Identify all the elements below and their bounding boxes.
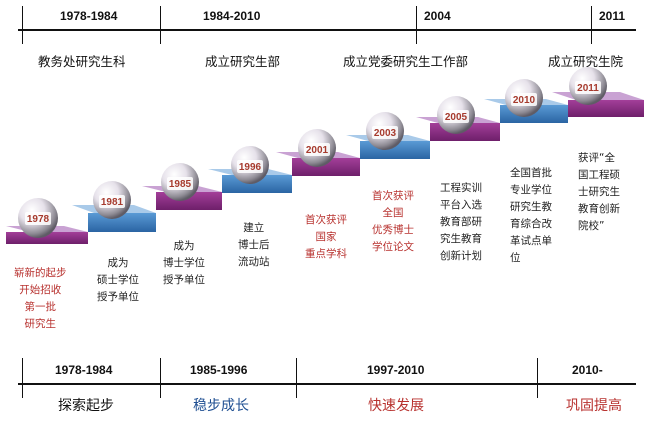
top-period-2011: 2011 — [599, 9, 626, 23]
year-label-2010: 2010 — [513, 95, 536, 106]
year-label-1981: 1981 — [101, 197, 124, 208]
year-sphere-2011: 2011 — [569, 67, 607, 105]
top-divider-1 — [22, 6, 23, 44]
bottom-period-1997-2010: 1997-2010 — [367, 363, 425, 377]
bottom-period-1985-1996: 1985-1996 — [190, 363, 248, 377]
top-period-1978-1984: 1978-1984 — [60, 9, 118, 23]
bottom-divider-4 — [537, 358, 538, 398]
top-period-1984-2010: 1984-2010 — [203, 9, 261, 23]
event-description-2003: 首次获评 全国 优秀博士 学位论文 — [372, 190, 414, 253]
top-divider-4 — [591, 6, 592, 44]
bottom-period-1978-1984: 1978-1984 — [55, 363, 113, 377]
year-label-1978: 1978 — [27, 214, 50, 225]
top-timeline-line — [18, 29, 636, 31]
year-sphere-1978: 1978 — [18, 198, 58, 238]
event-description-1981: 成为 硕士学位 授予单位 — [97, 257, 139, 303]
event-description-2005: 工程实训 平台入选 教育部研 究生教育 创新计划 — [440, 182, 482, 262]
event-description-2011: 获评“全 国工程硕 士研究生 教育创新 院校” — [578, 152, 620, 232]
phase-consolidation: 巩固提高 — [566, 398, 622, 414]
top-period-2004: 2004 — [424, 9, 451, 23]
year-sphere-1996: 1996 — [231, 146, 269, 184]
year-label-2011: 2011 — [577, 83, 599, 94]
event-description-1978: 崭新的起步 开始招收 第一批 研究生 — [14, 267, 67, 330]
milestone-party-committee: 成立党委研究生工作部 — [343, 54, 469, 69]
bottom-period-2010: 2010- — [572, 363, 603, 377]
phase-rapid-development: 快速发展 — [368, 398, 424, 414]
year-label-2005: 2005 — [445, 112, 468, 123]
year-sphere-1981: 1981 — [93, 181, 131, 219]
top-divider-2 — [160, 6, 161, 44]
year-label-1985: 1985 — [169, 179, 192, 190]
year-sphere-2010: 2010 — [505, 79, 543, 117]
bottom-divider-2 — [160, 358, 161, 398]
year-label-2003: 2003 — [374, 128, 397, 139]
year-sphere-2003: 2003 — [366, 112, 404, 150]
bottom-timeline-line — [18, 383, 636, 385]
milestone-graduate-department: 成立研究生部 — [205, 54, 281, 69]
bottom-divider-1 — [22, 358, 23, 398]
event-description-2010: 全国首批 专业学位 研究生教 育综合改 革试点单 位 — [510, 167, 552, 264]
year-label-2001: 2001 — [306, 145, 329, 156]
event-description-1996: 建立 博士后 流动站 — [238, 222, 270, 268]
top-divider-3 — [416, 6, 417, 44]
event-description-1985: 成为 博士学位 授予单位 — [163, 240, 205, 286]
phase-exploration: 探索起步 — [58, 398, 114, 414]
year-sphere-2001: 2001 — [298, 129, 336, 167]
bottom-divider-3 — [296, 358, 297, 398]
step-2 — [72, 205, 156, 232]
milestone-graduate-section: 教务处研究生科 — [38, 54, 126, 69]
milestone-graduate-school: 成立研究生院 — [548, 54, 624, 69]
event-description-2001: 首次获评 国家 重点学科 — [305, 214, 347, 260]
year-sphere-2005: 2005 — [437, 96, 475, 134]
year-sphere-1985: 1985 — [161, 163, 199, 201]
year-label-1996: 1996 — [239, 162, 262, 173]
phase-steady-growth: 稳步成长 — [193, 398, 249, 414]
